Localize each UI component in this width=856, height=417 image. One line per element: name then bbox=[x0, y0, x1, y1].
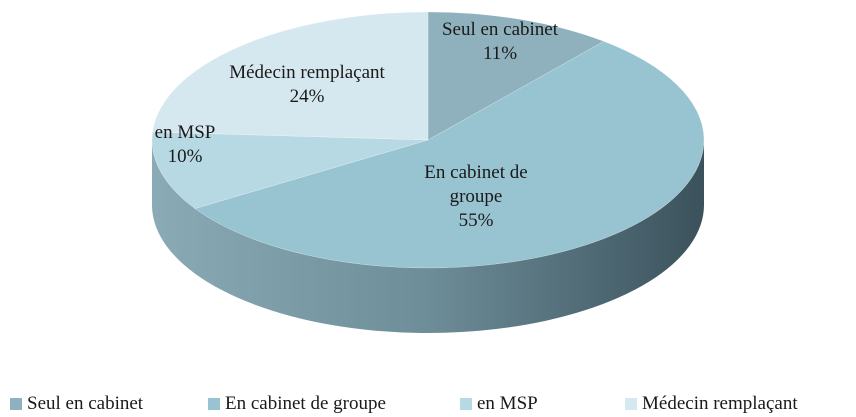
slice-name: Seul en cabinet bbox=[441, 19, 559, 40]
legend-item: En cabinet de groupe bbox=[208, 393, 386, 415]
slice-label: En cabinet de groupe 55% bbox=[401, 161, 551, 233]
slice bbox=[152, 11, 429, 141]
slice bbox=[194, 41, 705, 269]
legend-item: Médecin remplaçant bbox=[625, 393, 798, 415]
legend-swatch bbox=[460, 398, 472, 410]
slice-value: 10% bbox=[167, 146, 203, 167]
legend-swatch bbox=[625, 398, 637, 410]
slice-value: 55% bbox=[458, 210, 494, 231]
slice-name: Médecin remplaçant bbox=[229, 62, 385, 83]
slice-label: en MSP 10% bbox=[125, 121, 245, 169]
slice-side bbox=[152, 140, 195, 274]
legend-swatch bbox=[10, 398, 22, 410]
legend-swatch bbox=[208, 398, 220, 410]
legend-label: Seul en cabinet bbox=[27, 393, 144, 414]
legend-item: en MSP bbox=[460, 393, 538, 415]
legend-item: Seul en cabinet bbox=[10, 393, 143, 415]
slice bbox=[151, 131, 429, 209]
slice bbox=[427, 11, 605, 141]
slice-label: Seul en cabinet 11% bbox=[415, 18, 585, 66]
slice-side bbox=[194, 140, 704, 334]
legend-label: En cabinet de groupe bbox=[225, 393, 386, 414]
legend-label: en MSP bbox=[477, 393, 538, 414]
slice-value: 24% bbox=[289, 86, 325, 107]
slice-value: 11% bbox=[482, 43, 518, 64]
slice-name: en MSP bbox=[154, 122, 216, 143]
legend-label: Médecin remplaçant bbox=[642, 393, 798, 414]
slice-label: Médecin remplaçant 24% bbox=[197, 61, 417, 109]
slice-name: En cabinet de groupe bbox=[424, 162, 528, 207]
